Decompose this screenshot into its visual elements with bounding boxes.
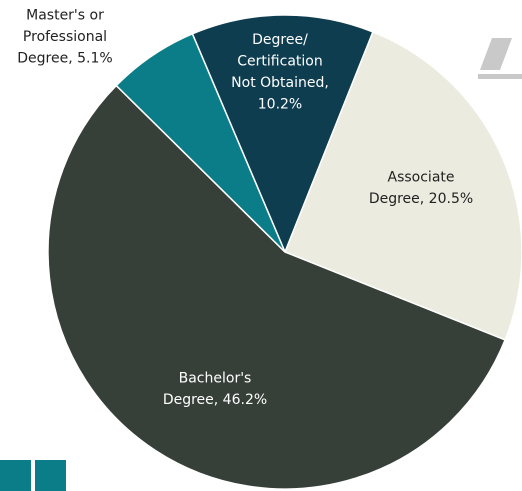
pie: Degree/Certification Not Obtained, 10.2% As… [17,8,522,490]
data-label-line: Degree, 20.5% [369,191,473,207]
data-label-line: Master's or [26,8,104,24]
data-label-line: 10.2% [258,96,302,112]
data-label-line: Degree/ [252,32,308,48]
data-label: Degree/Certification Not Obtained, 10.2% [231,32,329,113]
data-label-line: Degree, 46.2% [163,392,267,408]
data-label-line: Certification [237,53,322,69]
data-label-line: Bachelor's [179,370,252,386]
nav-button[interactable] [35,460,66,491]
data-label-line: Degree, 5.1% [17,51,112,67]
pie-slice [115,32,286,253]
pie-slice [47,84,507,490]
data-label: Bachelor's Degree, 46.2% [163,370,267,408]
data-label-line: Professional [23,29,107,45]
data-label: Master's or Professional Degree, 5.1% [17,8,112,67]
data-label-line: Associate [388,169,455,185]
pie-slice [284,30,522,341]
data-label: Associate Degree, 20.5% [369,169,473,207]
data-label-line: Not Obtained, [231,75,329,91]
nav-button[interactable] [0,460,31,491]
pie-slice [191,14,374,254]
logo-fragment [478,38,522,79]
